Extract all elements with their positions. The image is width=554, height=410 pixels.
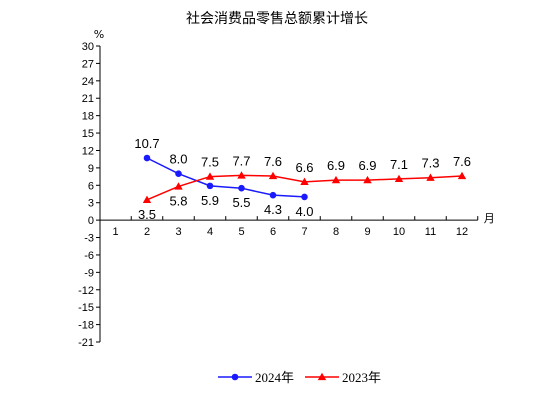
legend: 2024年 2023年	[218, 370, 381, 385]
x-tick-label: 7	[301, 226, 307, 238]
y-tick-label: -12	[78, 285, 94, 297]
data-point-triangle	[205, 172, 215, 180]
x-tick-label: 10	[393, 226, 405, 238]
x-tick-label: 1	[112, 226, 118, 238]
data-point-triangle	[268, 171, 278, 180]
series-line	[146, 157, 305, 198]
y-tick-label: -18	[78, 320, 94, 332]
x-tick-label: 2	[144, 226, 150, 238]
y-tick-label: 18	[82, 111, 94, 123]
chart-title: 社会消费品零售总额累计增长	[186, 11, 368, 27]
x-tick-label: 9	[364, 226, 370, 238]
data-point-triangle	[331, 175, 341, 184]
data-point-triangle	[237, 171, 246, 179]
data-label: 4.3	[264, 202, 282, 217]
y-tick-label: 12	[82, 145, 94, 157]
x-tick-label: 11	[425, 226, 436, 238]
data-label: 10.7	[134, 136, 159, 151]
x-tick-label: 6	[270, 226, 276, 238]
data-label: 6.6	[295, 160, 313, 175]
y-tick-label: 0	[88, 215, 94, 227]
data-label: 7.6	[264, 154, 282, 169]
x-tick-label: 12	[456, 226, 468, 238]
y-tick-label: -6	[84, 250, 94, 262]
data-point-circle	[301, 193, 308, 201]
data-point-circle	[238, 184, 245, 192]
x-tick-label: 3	[175, 226, 181, 238]
y-tick-label: 24	[82, 76, 94, 88]
data-point-circle	[206, 182, 214, 190]
y-tick-label: 15	[82, 128, 94, 140]
data-point-triangle	[363, 175, 372, 184]
data-label: 7.1	[390, 157, 408, 172]
data-point-triangle	[317, 372, 327, 381]
data-point-circle	[269, 191, 277, 199]
data-label: 5.8	[169, 193, 187, 208]
legend-label: 2023年	[342, 370, 381, 385]
y-tick-label: -3	[84, 233, 94, 245]
data-label: 5.5	[232, 195, 250, 210]
y-tick-label: 6	[88, 180, 94, 192]
y-tick-label: 21	[82, 93, 94, 105]
y-axis-unit: %	[94, 28, 104, 41]
y-tick-label: 3	[88, 198, 94, 210]
data-point-circle	[143, 154, 151, 162]
x-axis-unit: 月	[484, 212, 495, 225]
x-tick-label: 5	[238, 226, 244, 238]
data-point-triangle	[300, 177, 309, 185]
y-tick-label: 27	[82, 58, 94, 70]
data-label: 6.9	[327, 158, 345, 173]
data-label: 8.0	[169, 152, 187, 167]
data-labels: 10.7 8.0 5.9 5.5 4.3 4.0 3.5 5.8 7.5 7.7 7.6 6.6 6.9…	[134, 136, 471, 222]
data-label: 5.9	[201, 193, 219, 208]
data-label: 6.9	[358, 158, 376, 173]
data-point-triangle	[142, 195, 152, 203]
data-point-circle	[175, 170, 182, 177]
data-label: 7.7	[232, 153, 250, 168]
y-tick-label: -15	[78, 302, 94, 314]
series-layer	[142, 154, 467, 203]
y-tick-label: -21	[78, 337, 94, 349]
y-tick-label: -9	[84, 267, 94, 279]
data-point-circle	[231, 373, 239, 381]
x-tick-label: 4	[207, 226, 213, 238]
x-tick-label: 8	[333, 226, 339, 238]
data-point-triangle	[457, 171, 467, 180]
data-label: 4.0	[295, 204, 313, 219]
data-point-triangle	[174, 182, 183, 190]
data-point-triangle	[426, 173, 435, 181]
data-label: 7.5	[201, 155, 219, 170]
legend-label: 2024年	[255, 370, 294, 385]
data-label: 7.6	[453, 154, 471, 169]
y-tick-label: 9	[88, 163, 94, 175]
y-tick-label: 30	[82, 41, 94, 53]
data-point-triangle	[394, 174, 404, 183]
data-label: 3.5	[138, 207, 156, 222]
data-label: 7.3	[421, 156, 439, 171]
